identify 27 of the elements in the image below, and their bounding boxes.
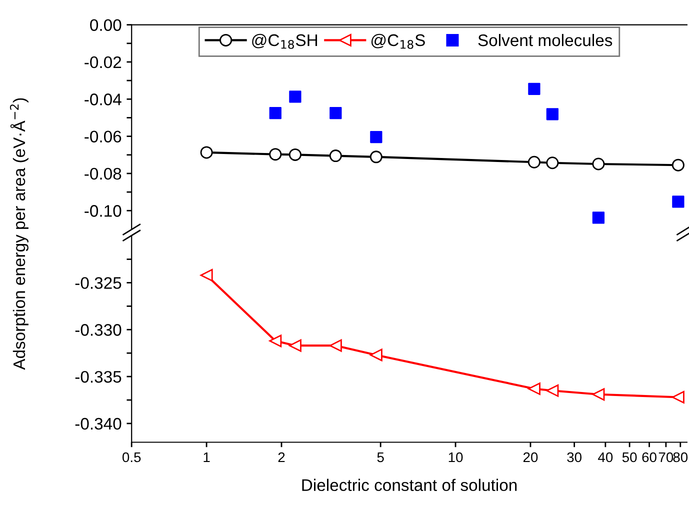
- y-tick-label: -0.04: [84, 94, 122, 106]
- x-tick-label: 1: [204, 452, 210, 462]
- x-tick-label: 5: [377, 452, 384, 462]
- x-tick-label: 80: [673, 452, 688, 462]
- x-axis-title: Dielectric constant of solution: [302, 478, 517, 492]
- x-tick-label: 40: [598, 452, 613, 462]
- y-tick-label: -0.02: [84, 56, 122, 68]
- y-tick-label: -0.335: [75, 370, 122, 383]
- y-tick-label: -0.06: [84, 130, 122, 142]
- x-tick-label: 10: [448, 452, 463, 462]
- x-tick-label: 70: [658, 452, 674, 462]
- x-tick-label: 2: [278, 452, 285, 462]
- y-tick-label: -0.08: [84, 168, 122, 180]
- y-tick-label: -0.10: [84, 205, 122, 217]
- y-tick-label: -0.325: [75, 277, 122, 289]
- x-tick-label: 50: [622, 452, 637, 462]
- legend-label: @C$_{18}$S: [371, 34, 425, 49]
- y-tick-label: -0.340: [75, 418, 122, 430]
- x-tick-label: 0.5: [122, 452, 141, 462]
- y-tick-label: -0.330: [75, 324, 122, 336]
- x-tick-label: 60: [642, 452, 656, 462]
- x-tick-label: 20: [523, 452, 538, 462]
- y-axis-title: Adsorption energy per area (eV·Å$^{−2}$): [10, 98, 28, 370]
- x-tick-label: 30: [567, 452, 582, 462]
- legend-label: Solvent molecules: [478, 34, 612, 46]
- y-tick-label: 0.00: [90, 19, 122, 31]
- legend-label: @C$_{18}$SH: [252, 34, 318, 49]
